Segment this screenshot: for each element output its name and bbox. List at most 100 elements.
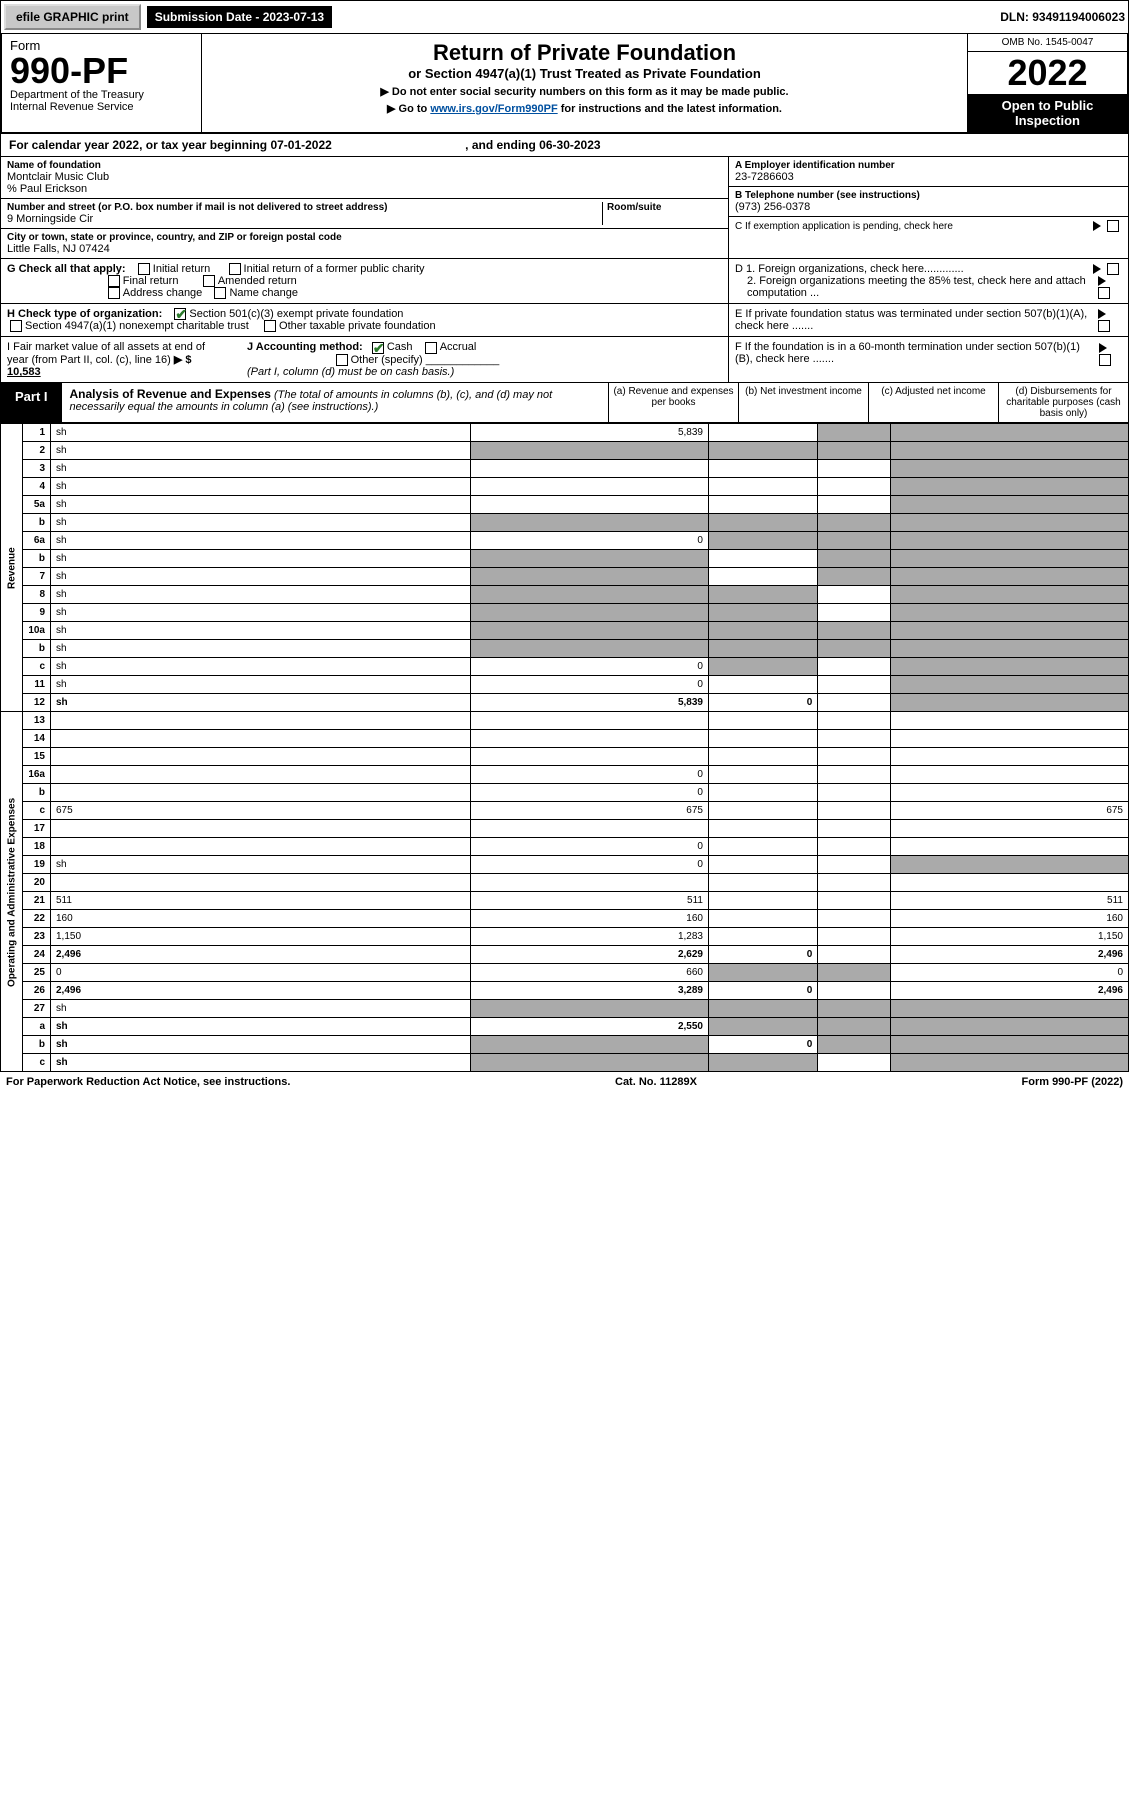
part1-tag: Part I (1, 383, 62, 422)
care-of: % Paul Erickson (7, 183, 722, 195)
addr-label: Number and street (or P.O. box number if… (7, 202, 602, 213)
revenue-label: Revenue (1, 424, 23, 712)
f-text: F If the foundation is in a 60-month ter… (735, 341, 1096, 378)
h-other-checkbox[interactable] (264, 320, 276, 332)
j-note: (Part I, column (d) must be on cash basi… (247, 366, 454, 378)
table-row: 2506600 (1, 964, 1129, 982)
ein: 23-7286603 (735, 171, 1122, 183)
omb: OMB No. 1545-0047 (968, 34, 1127, 52)
g-final-checkbox[interactable] (108, 275, 120, 287)
tax-year: 2022 (968, 52, 1127, 94)
dln: DLN: 93491194006023 (1000, 10, 1125, 24)
name-label: Name of foundation (7, 160, 722, 171)
g-addr-checkbox[interactable] (108, 287, 120, 299)
c-checkbox[interactable] (1107, 220, 1119, 232)
part1-header: Part I Analysis of Revenue and Expenses … (0, 383, 1129, 423)
foundation-name: Montclair Music Club (7, 171, 722, 183)
table-row: 12sh5,8390 (1, 694, 1129, 712)
footer-center: Cat. No. 11289X (615, 1076, 697, 1088)
table-row: 15 (1, 748, 1129, 766)
h-501c3-checkbox[interactable] (174, 308, 186, 320)
header-right: OMB No. 1545-0047 2022 Open to Public In… (967, 34, 1127, 132)
col-b-hdr: (b) Net investment income (738, 383, 868, 422)
calendar-year-row: For calendar year 2022, or tax year begi… (0, 134, 1129, 157)
d1-checkbox[interactable] (1107, 263, 1119, 275)
tel-label: B Telephone number (see instructions) (735, 190, 1122, 201)
dept: Department of the Treasury (10, 89, 193, 101)
table-row: 14 (1, 730, 1129, 748)
j-accrual-checkbox[interactable] (425, 342, 437, 354)
submission-date: Submission Date - 2023-07-13 (147, 6, 332, 28)
year-end: , and ending 06-30-2023 (465, 138, 600, 152)
col-a-hdr: (a) Revenue and expenses per books (608, 383, 738, 422)
d2-checkbox[interactable] (1098, 287, 1110, 299)
expenses-label: Operating and Administrative Expenses (1, 712, 23, 1072)
e-checkbox[interactable] (1098, 320, 1110, 332)
table-row: 16a0 (1, 766, 1129, 784)
table-row: 2sh (1, 442, 1129, 460)
col-d-hdr: (d) Disbursements for charitable purpose… (998, 383, 1128, 422)
ein-label: A Employer identification number (735, 160, 1122, 171)
g-name-checkbox[interactable] (214, 287, 226, 299)
city-label: City or town, state or province, country… (7, 232, 722, 243)
table-row: ash2,550 (1, 1018, 1129, 1036)
table-row: bsh0 (1, 1036, 1129, 1054)
table-row: csh (1, 1054, 1129, 1072)
table-row: 7sh (1, 568, 1129, 586)
form-note2: ▶ Go to www.irs.gov/Form990PF for instru… (208, 102, 961, 115)
table-row: bsh (1, 514, 1129, 532)
table-row: 8sh (1, 586, 1129, 604)
table-row: 262,4963,28902,496 (1, 982, 1129, 1000)
table-row: b0 (1, 784, 1129, 802)
form-subtitle: or Section 4947(a)(1) Trust Treated as P… (208, 66, 961, 81)
g-label: G Check all that apply: (7, 263, 126, 275)
j-cash-checkbox[interactable] (372, 342, 384, 354)
table-row: 27sh (1, 1000, 1129, 1018)
j-label: J Accounting method: (247, 341, 363, 353)
top-toolbar: efile GRAPHIC print Submission Date - 20… (0, 0, 1129, 34)
part1-table: Revenue1sh5,8392sh3sh4sh5ashbsh6ash0bsh7… (0, 423, 1129, 1072)
table-row: bsh (1, 550, 1129, 568)
form-note1: ▶ Do not enter social security numbers o… (208, 85, 961, 98)
table-row: bsh (1, 640, 1129, 658)
g-amended-checkbox[interactable] (203, 275, 215, 287)
footer-right: Form 990-PF (2022) (1022, 1076, 1124, 1088)
e-text: E If private foundation status was termi… (735, 308, 1095, 332)
g-former-checkbox[interactable] (229, 263, 241, 275)
f-checkbox[interactable] (1099, 354, 1111, 366)
c-text: C If exemption application is pending, c… (735, 221, 953, 232)
footer-left: For Paperwork Reduction Act Notice, see … (6, 1076, 290, 1088)
header-center: Return of Private Foundation or Section … (202, 34, 967, 132)
table-row: 180 (1, 838, 1129, 856)
irs-link[interactable]: www.irs.gov/Form990PF (430, 103, 557, 115)
row-g-d: G Check all that apply: Initial return I… (0, 259, 1129, 304)
row-h-e: H Check type of organization: Section 50… (0, 304, 1129, 337)
table-row: 10ash (1, 622, 1129, 640)
i-value: 10,583 (7, 366, 41, 378)
part1-title: Analysis of Revenue and Expenses (70, 387, 271, 401)
row-i-j-f: I Fair market value of all assets at end… (0, 337, 1129, 383)
form-number: 990-PF (10, 53, 193, 89)
footer: For Paperwork Reduction Act Notice, see … (0, 1072, 1129, 1092)
table-row: 4sh (1, 478, 1129, 496)
d1-text: D 1. Foreign organizations, check here..… (735, 263, 964, 275)
table-row: 6ash0 (1, 532, 1129, 550)
irs: Internal Revenue Service (10, 101, 193, 113)
year-begin: For calendar year 2022, or tax year begi… (9, 138, 332, 152)
d2-text: 2. Foreign organizations meeting the 85%… (735, 275, 1095, 299)
table-row: 3sh (1, 460, 1129, 478)
table-row: 9sh (1, 604, 1129, 622)
room-label: Room/suite (607, 202, 722, 213)
efile-button[interactable]: efile GRAPHIC print (4, 4, 141, 30)
table-row: 11sh0 (1, 676, 1129, 694)
table-row: Operating and Administrative Expenses13 (1, 712, 1129, 730)
identity-block: Name of foundation Montclair Music Club … (0, 157, 1129, 259)
table-row: 231,1501,2831,150 (1, 928, 1129, 946)
j-other-checkbox[interactable] (336, 354, 348, 366)
g-initial-checkbox[interactable] (138, 263, 150, 275)
h-4947-checkbox[interactable] (10, 320, 22, 332)
table-row: csh0 (1, 658, 1129, 676)
table-row: c675675675 (1, 802, 1129, 820)
tel: (973) 256-0378 (735, 201, 1122, 213)
form-header: Form 990-PF Department of the Treasury I… (0, 34, 1129, 134)
